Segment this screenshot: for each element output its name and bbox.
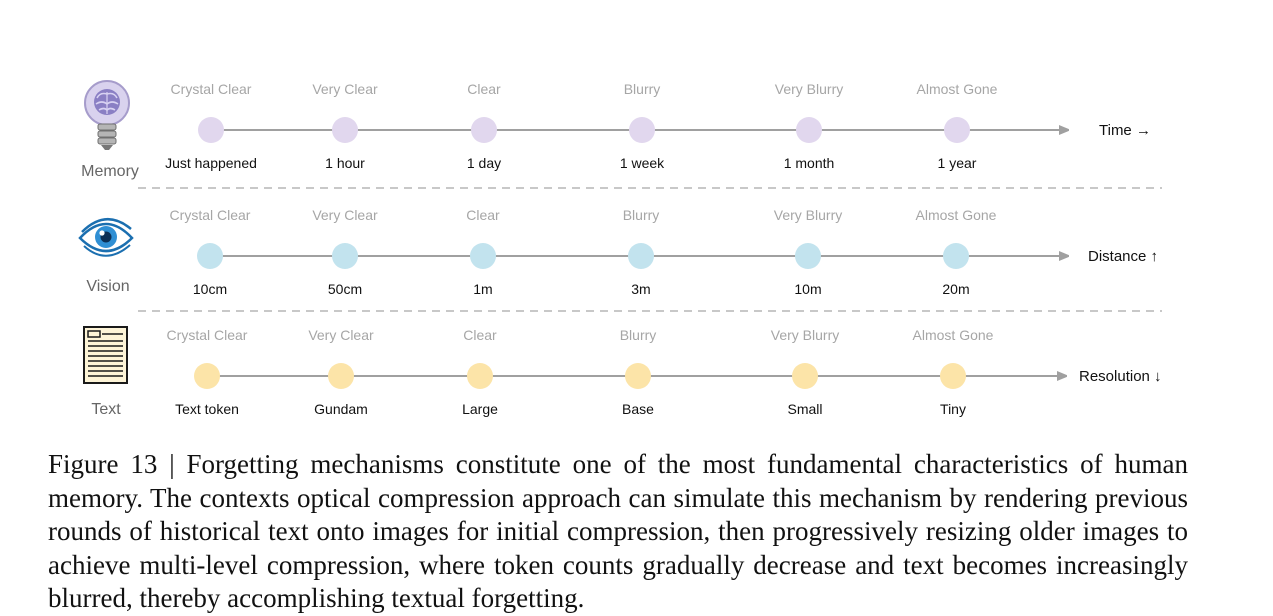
stage-dot [328,363,354,389]
scale-label: 1 day [467,155,501,171]
clarity-label: Crystal Clear [171,81,252,97]
scale-label: 1 hour [325,155,365,171]
scale-label: 20m [942,281,969,297]
clarity-label: Very Blurry [775,81,843,97]
stage-dot [944,117,970,143]
scale-label: 10cm [193,281,227,297]
scale-label: 50cm [328,281,362,297]
axis-label-distance: Distance ↑ [1088,248,1158,265]
stage-dot [470,243,496,269]
scale-label: 1 week [620,155,665,171]
scale-label: 1m [473,281,492,297]
scale-label: Large [462,401,498,417]
scale-label: 1 month [784,155,835,171]
clarity-label: Clear [467,81,501,97]
axis-label-time: Time → [1099,122,1151,139]
scale-label: 3m [631,281,650,297]
stage-dot [943,243,969,269]
clarity-label: Blurry [624,81,661,97]
scale-label: 1 year [938,155,977,171]
forgetting-diagram: Memory Vision Text Time → Distance ↑ Res… [78,80,1162,418]
stage-dot [332,117,358,143]
scale-label: Base [622,401,654,417]
clarity-label: Blurry [620,327,657,343]
stage-dot [467,363,493,389]
stage-dot [197,243,223,269]
document-icon [83,326,128,384]
scale-label: Just happened [165,155,257,171]
stage-dot [795,243,821,269]
scale-label: Tiny [940,401,966,417]
clarity-label: Very Clear [312,207,378,223]
lightbulb-brain-icon [84,80,130,150]
scale-label: Small [787,401,822,417]
row-label-memory: Memory [81,163,139,180]
clarity-label: Very Blurry [771,327,839,343]
axis-label-resolution: Resolution ↓ [1079,368,1162,385]
scale-label: Text token [175,401,239,417]
eye-icon [78,218,134,257]
stage-dot [471,117,497,143]
stage-dot [792,363,818,389]
clarity-label: Crystal Clear [167,327,248,343]
stage-dot [198,117,224,143]
clarity-label: Very Blurry [774,207,842,223]
stage-dot [940,363,966,389]
clarity-label: Clear [463,327,497,343]
diagram-canvas: Memory Vision Text Time → Distance ↑ Res… [78,80,1162,418]
scale-label: Gundam [314,401,368,417]
clarity-label: Almost Gone [917,81,998,97]
stage-dot [628,243,654,269]
clarity-label: Almost Gone [916,207,997,223]
figure-caption: Figure 13 | Forgetting mechanisms consti… [48,449,1188,613]
clarity-label: Almost Gone [913,327,994,343]
row-label-vision: Vision [86,278,129,295]
clarity-label: Blurry [623,207,660,223]
clarity-label: Clear [466,207,500,223]
stage-markers: Crystal Clear Just happened Very Clear 1 ho… [165,81,998,417]
clarity-label: Very Clear [308,327,374,343]
row-label-text: Text [91,401,121,418]
stage-dot [332,243,358,269]
clarity-label: Crystal Clear [170,207,251,223]
stage-dot [796,117,822,143]
clarity-label: Very Clear [312,81,378,97]
stage-dot [625,363,651,389]
stage-dot [629,117,655,143]
scale-label: 10m [794,281,821,297]
stage-dot [194,363,220,389]
